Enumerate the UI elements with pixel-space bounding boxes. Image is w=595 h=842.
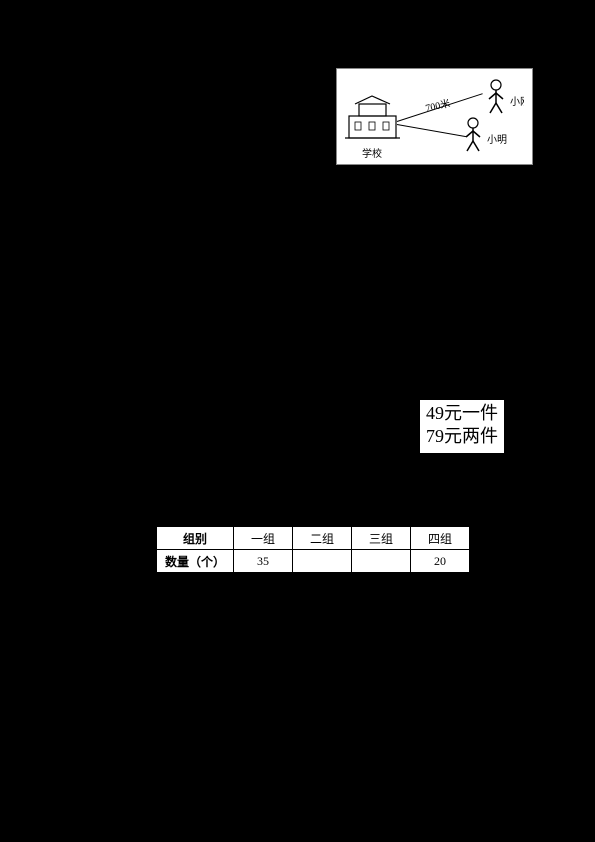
- person-2-icon: [462, 117, 484, 152]
- table-header-col: 一组: [234, 527, 293, 550]
- path-line-2: [397, 124, 466, 137]
- table-cell: [352, 550, 411, 573]
- table-header-col: 三组: [352, 527, 411, 550]
- person-2-label: 小明: [487, 131, 507, 146]
- person-1-icon: [485, 79, 507, 114]
- table-cell: 35: [234, 550, 293, 573]
- group-table: 组别 一组 二组 三组 四组 数量（个） 35 20: [155, 525, 471, 574]
- table-row: 组别 一组 二组 三组 四组: [157, 527, 470, 550]
- table-header-col: 二组: [293, 527, 352, 550]
- page-edge-artifact: [524, 78, 532, 138]
- table-cell: 20: [411, 550, 470, 573]
- price-line-2: 79元两件: [426, 425, 498, 448]
- table-header-label: 组别: [157, 527, 234, 550]
- price-box: 49元一件 79元两件: [420, 400, 504, 453]
- distance-label: 700米: [424, 95, 452, 115]
- school-icon: [345, 94, 400, 144]
- price-line-1: 49元一件: [426, 402, 498, 425]
- table-cell: [293, 550, 352, 573]
- table-header-col: 四组: [411, 527, 470, 550]
- route-diagram: 学校 700米 小刚 小明: [336, 68, 533, 165]
- school-label: 学校: [362, 145, 382, 160]
- table-row-label: 数量（个）: [157, 550, 234, 573]
- table-row: 数量（个） 35 20: [157, 550, 470, 573]
